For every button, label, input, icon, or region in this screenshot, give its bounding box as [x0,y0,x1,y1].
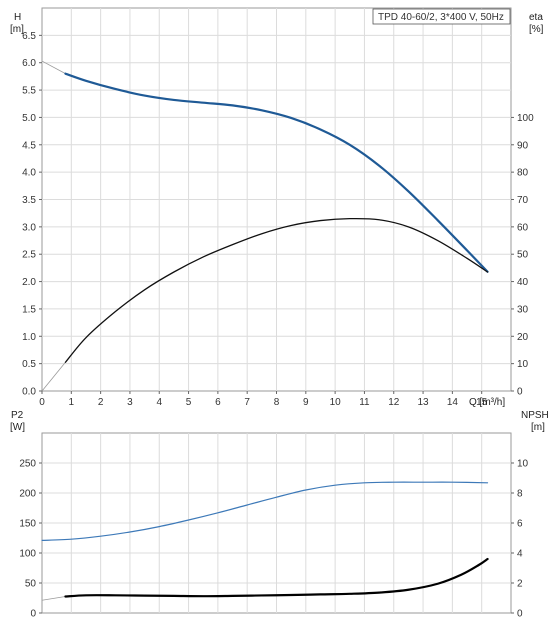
power-axis-label-line2: [W] [10,422,25,433]
pump-label: TPD 40-60/2, 3*400 V, 50Hz [378,12,504,23]
top-left-tick-label: 4.5 [22,140,36,151]
x-tick-label: 7 [244,397,250,408]
bottom-left-tick-label: 0 [30,609,36,620]
top-right-tick-label: 0 [517,387,523,398]
bottom-right-tick-label: 8 [517,489,523,500]
x-tick-label: 12 [388,397,400,408]
power-npsh-series [41,481,489,601]
bottom-series-0-line [41,481,489,541]
x-tick-label: 6 [215,397,221,408]
x-tick-label: 3 [127,397,133,408]
top-right-tick-label: 50 [517,250,529,261]
bottom-right-tick-label: 2 [517,579,523,590]
npsh-axis-label-line1: NPSH [521,410,549,421]
x-tick-label: 2 [98,397,104,408]
top-series-0-line [64,72,489,273]
top-left-tick-label: 1.0 [22,332,36,343]
top-series-0-extension-line [41,60,66,75]
top-left-tick-label: 4.0 [22,168,36,179]
head-axis-label-line2: [m] [10,24,24,35]
eta-axis-label-line1: eta [529,12,543,23]
top-left-tick-label: 2.0 [22,277,36,288]
bottom-right-tick-label: 4 [517,549,523,560]
top-right-tick-label: 80 [517,168,529,179]
top-right-tick-label: 90 [517,140,529,151]
bottom-left-tick-label: 150 [19,519,36,530]
top-left-tick-label: 5.0 [22,113,36,124]
x-tick-label: 9 [303,397,309,408]
bottom-right-tick-label: 0 [517,609,523,620]
top-left-tick-label: 2.5 [22,250,36,261]
x-tick-label: 13 [418,397,430,408]
top-left-tick-label: 6.5 [22,31,36,42]
bottom-left-tick-label: 200 [19,489,36,500]
top-right-tick-label: 60 [517,222,529,233]
top-left-tick-label: 6.0 [22,58,36,69]
x-tick-label: 1 [69,397,75,408]
bottom-right-tick-label: 6 [517,519,523,530]
top-right-tick-label: 70 [517,195,529,206]
x-tick-label: 0 [39,397,45,408]
x-tick-label: 8 [274,397,280,408]
bottom-series-1-extension-line [41,596,66,601]
x-tick-label: 15 [476,397,488,408]
x-tick-label: 10 [330,397,342,408]
top-left-tick-label: 5.5 [22,86,36,97]
bottom-left-tick-label: 100 [19,549,36,560]
x-tick-label: 4 [156,397,162,408]
bottom-left-tick-label: 50 [25,579,37,590]
top-left-tick-label: 3.0 [22,222,36,233]
head-axis-label-line1: H [14,12,21,23]
top-right-tick-label: 40 [517,277,529,288]
x-tick-label: 5 [186,397,192,408]
flow-axis-label: Q [m³/h] [469,397,505,408]
top-right-tick-label: 10 [517,359,529,370]
top-right-tick-label: 20 [517,332,529,343]
top-series-1-line [64,217,489,363]
power-npsh-grid [42,433,511,613]
pump-label-box [372,8,511,25]
top-series-1-extension-line [41,362,66,392]
bottom-right-tick-label: 10 [517,459,529,470]
head-efficiency-series [41,60,489,392]
x-tick-label: 11 [359,397,370,408]
bottom-left-tick-label: 250 [19,459,36,470]
head-efficiency-grid [42,8,511,391]
top-left-tick-label: 0.0 [22,387,36,398]
npsh-axis-label-line2: [m] [531,422,545,433]
power-npsh-ticks: 0 50 100 150 200 250 0 2 4 6 8 10 [19,459,528,620]
head-efficiency-ticks: 0.0 0.5 1.0 1.5 2.0 2.5 3.0 3.5 4.0 4.5 5.0 5.5 6.0 6… [22,31,534,408]
top-left-tick-label: 3.5 [22,195,36,206]
eta-axis-label-line2: [%] [529,24,544,35]
top-left-tick-label: 0.5 [22,359,36,370]
top-right-tick-label: 100 [517,113,534,124]
power-axis-label-line1: P2 [11,410,24,421]
x-tick-label: 14 [447,397,459,408]
bottom-series-1-line [64,557,489,598]
top-left-tick-label: 1.5 [22,304,36,315]
top-right-tick-label: 30 [517,304,529,315]
